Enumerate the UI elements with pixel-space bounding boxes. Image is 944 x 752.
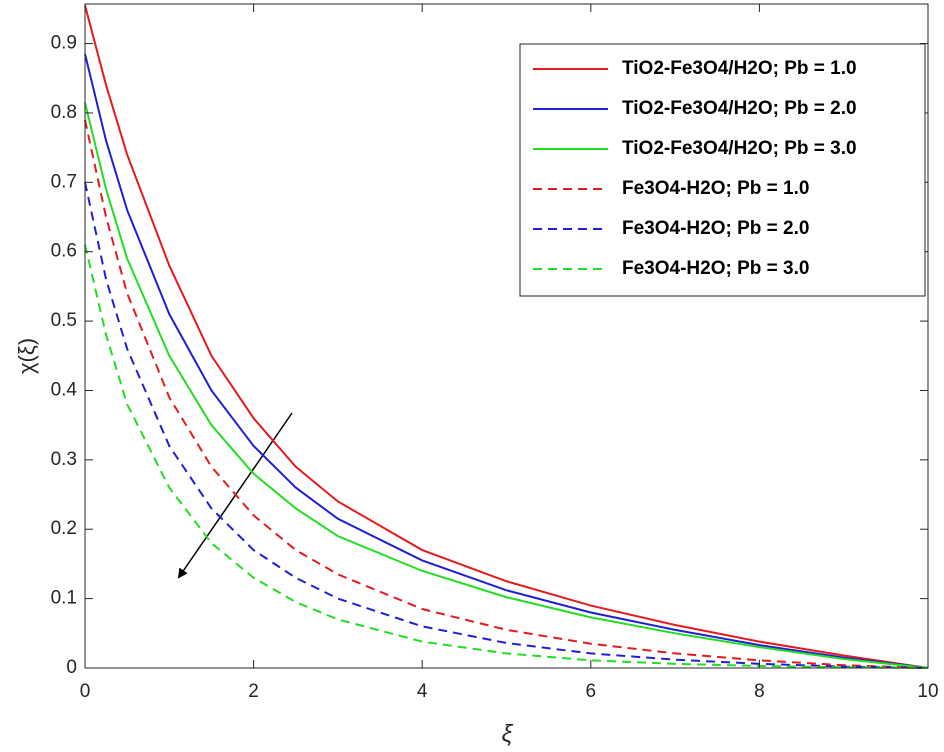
y-tick-label: 0.2 [51, 518, 77, 539]
y-tick-label: 0.8 [51, 102, 77, 123]
x-tick-label: 0 [80, 681, 91, 702]
series-line [84, 119, 929, 669]
series-line [84, 102, 929, 669]
y-tick-label: 0 [66, 657, 77, 678]
x-tick-label: 2 [248, 681, 259, 702]
plot-frame [84, 3, 929, 669]
x-tick-label: 6 [586, 681, 597, 702]
y-tick-label: 0.1 [51, 588, 77, 609]
legend-label: TiO2-Fe3O4/H2O; Pb = 2.0 [622, 98, 857, 119]
y-tick-label: 0.7 [51, 171, 77, 192]
legend-label: Fe3O4-H2O; Pb = 1.0 [622, 178, 809, 199]
series-line [84, 53, 929, 669]
series-line [84, 5, 929, 669]
legend-label: Fe3O4-H2O; Pb = 2.0 [622, 218, 809, 239]
legend-label: Fe3O4-H2O; Pb = 3.0 [622, 258, 809, 279]
legend-label: TiO2-Fe3O4/H2O; Pb = 1.0 [622, 58, 857, 79]
x-tick-label: 4 [417, 681, 428, 702]
y-tick-label: 0.3 [51, 449, 77, 470]
x-tick-label: 10 [917, 681, 938, 702]
y-tick-label: 0.5 [51, 310, 77, 331]
x-tick-label: 8 [754, 681, 765, 702]
y-tick-label: 0.4 [51, 379, 78, 400]
x-axis-label: ξ [502, 720, 514, 747]
y-axis-label: χ(ξ) [14, 338, 39, 374]
y-tick-label: 0.6 [51, 241, 77, 262]
y-tick-label: 0.9 [51, 33, 77, 54]
legend-box [519, 43, 926, 297]
legend-label: TiO2-Fe3O4/H2O; Pb = 3.0 [622, 138, 857, 159]
series-line [84, 244, 929, 669]
